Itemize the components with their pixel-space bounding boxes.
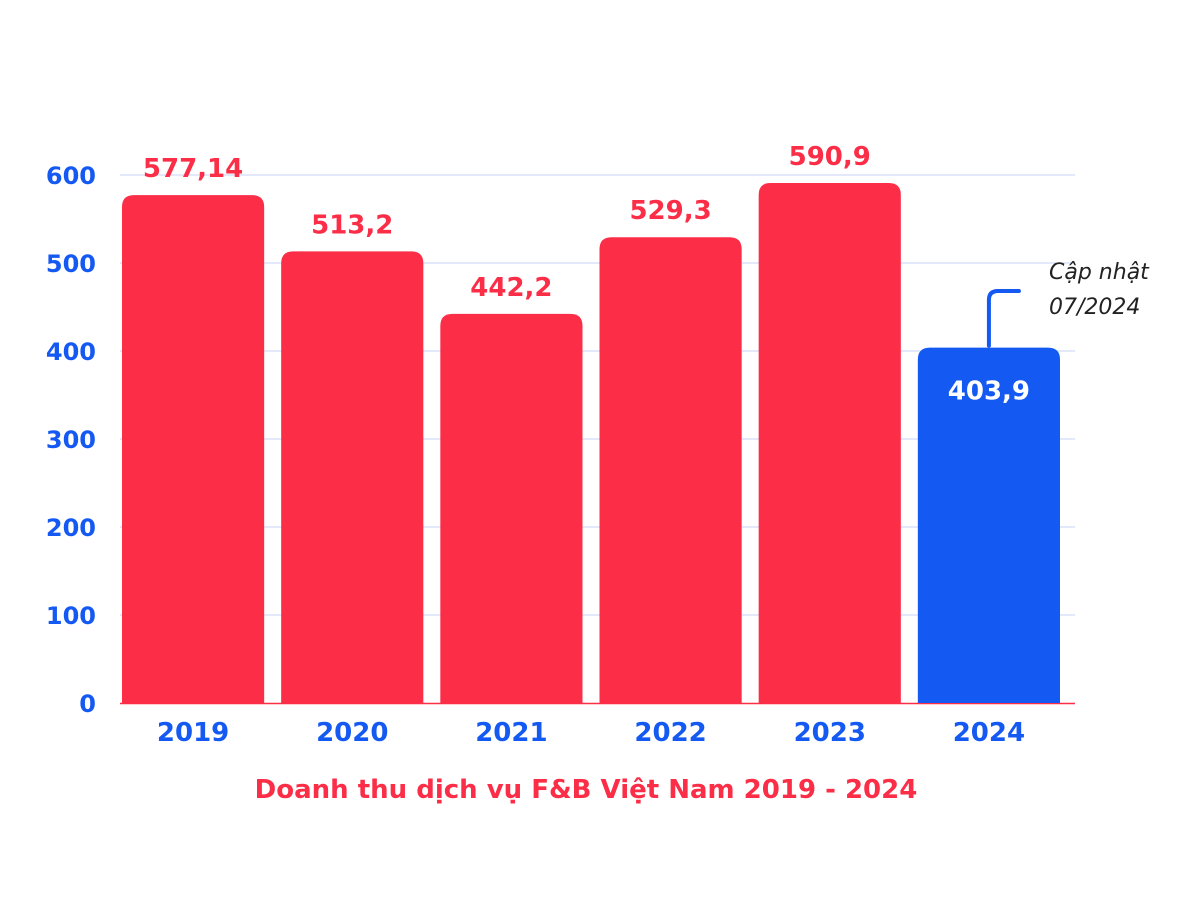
- y-tick-label: 500: [46, 250, 96, 278]
- bar-2019: [122, 195, 265, 703]
- bar-2021: [440, 313, 583, 703]
- bar-2020: [281, 251, 424, 703]
- bar-2022: [599, 237, 742, 703]
- annotation-text: 07/2024: [1049, 295, 1140, 320]
- x-tick-label: 2022: [634, 718, 706, 748]
- y-tick-label: 300: [46, 426, 96, 454]
- data-label: 403,9: [948, 377, 1030, 407]
- y-tick-label: 0: [79, 690, 96, 718]
- annotation-connector: [986, 289, 1021, 348]
- data-label: 442,2: [470, 273, 552, 303]
- x-tick-label: 2021: [475, 718, 547, 748]
- y-tick-label: 100: [46, 602, 96, 630]
- data-labels: 577,14 513,2 442,2 529,3 590,9 403,9: [143, 142, 1030, 407]
- x-tick-label: 2020: [316, 718, 388, 748]
- bars: [122, 183, 1060, 703]
- x-axis-ticks: 2019 2020 2021 2022 2023 2024: [157, 718, 1025, 748]
- bar-2023: [758, 183, 901, 703]
- x-tick-label: 2023: [794, 718, 866, 748]
- x-tick-label: 2024: [953, 718, 1025, 748]
- data-label: 513,2: [311, 210, 393, 240]
- y-tick-label: 200: [46, 514, 96, 542]
- data-label: 590,9: [789, 142, 871, 172]
- gridlines: [120, 174, 1075, 705]
- bar-2024: [917, 347, 1060, 703]
- y-tick-label: 600: [46, 162, 96, 190]
- update-annotation: Cập nhật 07/2024: [986, 260, 1150, 348]
- x-tick-label: 2019: [157, 718, 229, 748]
- annotation-text: Cập nhật: [1049, 260, 1150, 285]
- y-axis-ticks: 0 100 200 300 400 500 600: [46, 162, 96, 718]
- y-tick-label: 400: [46, 338, 96, 366]
- data-label: 577,14: [143, 154, 243, 184]
- chart-title: Doanh thu dịch vụ F&B Việt Nam 2019 - 20…: [255, 775, 918, 805]
- data-label: 529,3: [629, 196, 711, 226]
